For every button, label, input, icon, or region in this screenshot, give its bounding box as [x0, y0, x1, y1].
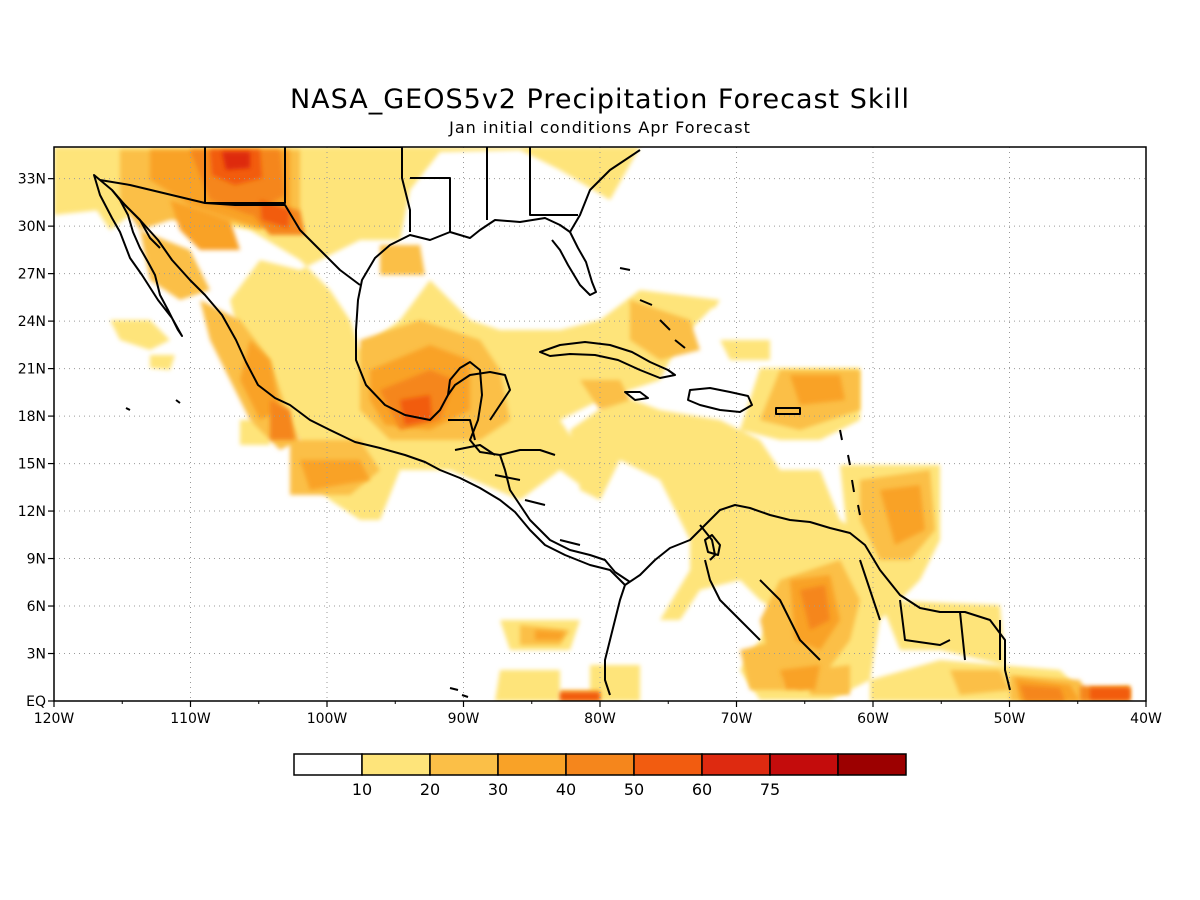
- y-tick-label-21N: 21N: [18, 362, 46, 378]
- colorbar-swatch-4: [565, 753, 635, 776]
- colorbar-label-60: 60: [692, 780, 712, 799]
- coastlines: [93, 147, 1011, 698]
- y-tick-label-27N: 27N: [18, 267, 46, 283]
- map-subtitle: Jan initial conditions Apr Forecast: [449, 118, 751, 137]
- x-tick-label-100W: 100W: [307, 711, 348, 727]
- y-tick-label-6N: 6N: [27, 599, 46, 615]
- colorbar-swatch-2: [429, 753, 499, 776]
- colorbar-swatch-8: [837, 753, 907, 776]
- longitude-axis: 120W 110W 100W 90W 80W 70W 60W 50W 40W: [34, 701, 1162, 727]
- x-tick-label-40W: 40W: [1130, 711, 1162, 727]
- colorbar-label-50: 50: [624, 780, 644, 799]
- x-tick-label-80W: 80W: [584, 711, 616, 727]
- colorbar-label-10: 10: [352, 780, 372, 799]
- y-tick-label-30N: 30N: [18, 219, 46, 235]
- x-tick-label-90W: 90W: [448, 711, 480, 727]
- latitude-axis: EQ 3N 6N 9N 12N 15N 18N 21N 24N 27N 30N 33N: [18, 172, 54, 710]
- colorbar-swatch-0: [293, 753, 363, 776]
- colorbar-swatch-5: [633, 753, 703, 776]
- colorbar-swatch-1: [361, 753, 431, 776]
- x-tick-label-110W: 110W: [170, 711, 211, 727]
- colorbar-label-20: 20: [420, 780, 440, 799]
- y-tick-label-EQ: EQ: [26, 694, 46, 710]
- y-tick-label-33N: 33N: [18, 172, 46, 188]
- x-tick-label-60W: 60W: [857, 711, 889, 727]
- colorbar-swatch-6: [701, 753, 771, 776]
- y-tick-label-18N: 18N: [18, 409, 46, 425]
- skill-shading: [54, 147, 1130, 701]
- x-tick-label-120W: 120W: [34, 711, 75, 727]
- y-tick-label-3N: 3N: [27, 647, 46, 663]
- y-tick-label-12N: 12N: [18, 504, 46, 520]
- colorbar-swatch-7: [769, 753, 839, 776]
- colorbar: 10 20 30 40 50 60 75: [293, 753, 907, 799]
- map-title: NASA_GEOS5v2 Precipitation Forecast Skil…: [289, 84, 911, 115]
- x-tick-label-50W: 50W: [994, 711, 1026, 727]
- colorbar-label-40: 40: [556, 780, 576, 799]
- x-tick-label-70W: 70W: [721, 711, 753, 727]
- colorbar-label-75: 75: [760, 780, 780, 799]
- y-tick-label-9N: 9N: [27, 552, 46, 568]
- y-tick-label-24N: 24N: [18, 314, 46, 330]
- colorbar-label-30: 30: [488, 780, 508, 799]
- y-tick-label-15N: 15N: [18, 457, 46, 473]
- colorbar-swatch-3: [497, 753, 567, 776]
